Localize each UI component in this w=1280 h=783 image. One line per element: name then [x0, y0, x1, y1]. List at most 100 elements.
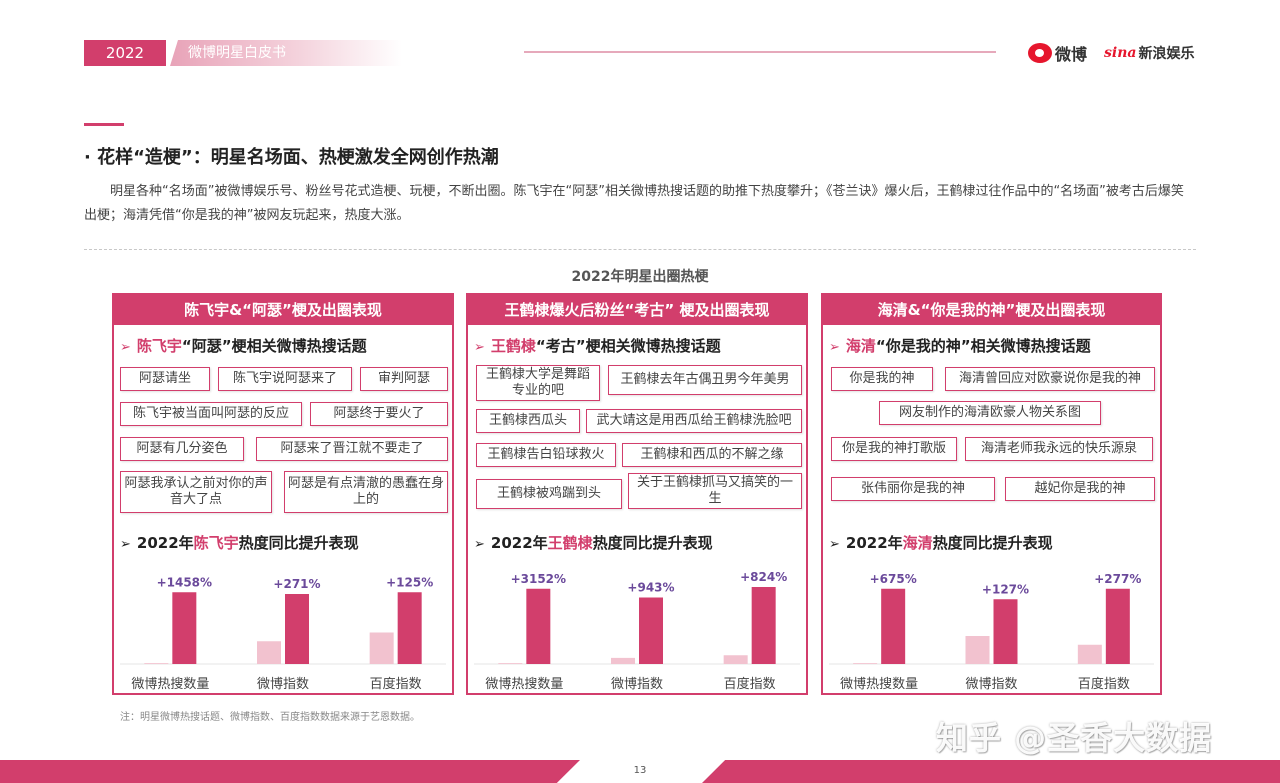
year-badge: 2022: [84, 40, 166, 66]
growth-label: +1458%: [157, 575, 212, 589]
bar-prior-year: [498, 663, 523, 664]
topic-tag: 阿瑟来了晋江就不要走了: [256, 437, 448, 461]
weibo-logo-text: 微博: [1055, 45, 1088, 64]
growth-label: +127%: [982, 582, 1029, 596]
dashed-divider: [84, 249, 1196, 250]
topic-tag: 王鹤棣去年古偶丑男今年美男: [608, 365, 802, 395]
chart-heading-prefix: 2022年: [490, 534, 548, 552]
arrow-icon: ➢: [829, 340, 840, 355]
bar-2022: [751, 587, 776, 664]
topics-heading-text: “阿瑟”梗相关微博热搜话题: [181, 337, 367, 355]
topic-tag: 你是我的神打歌版: [831, 437, 957, 461]
category-label: 微博热搜数量: [131, 677, 209, 692]
footer-band-left: [0, 760, 580, 783]
bar-2022: [397, 592, 422, 664]
star-name: 王鹤棣: [490, 337, 536, 355]
topic-tag: 海清老师我永远的快乐源泉: [965, 437, 1153, 461]
panel-header: 王鹤棣爆火后粉丝“考古” 梗及出圈表现: [468, 295, 806, 325]
arrow-icon: ➢: [120, 340, 131, 355]
bar-prior-year: [723, 655, 748, 664]
bar-2022: [1105, 588, 1130, 664]
panel-wang-hedi: 王鹤棣爆火后粉丝“考古” 梗及出圈表现 ➢ 王鹤棣“考古”梗相关微博热搜话题 王鹤…: [466, 293, 808, 695]
bar-prior-year: [965, 636, 990, 664]
bar-2022: [639, 597, 663, 664]
topic-tag: 你是我的神: [831, 367, 933, 391]
chart-heading-prefix: 2022年: [845, 534, 903, 552]
growth-label: +125%: [386, 575, 433, 589]
topic-tag: 陈飞宇说阿瑟来了: [218, 367, 352, 391]
star-name: 陈飞宇: [193, 534, 239, 552]
topic-tag: 阿瑟有几分姿色: [120, 437, 244, 461]
chart-heading: ➢ 2022年陈飞宇热度同比提升表现: [120, 532, 359, 553]
star-name: 王鹤棣: [547, 534, 593, 552]
star-name: 海清: [845, 337, 876, 355]
category-label: 微博指数: [965, 677, 1017, 692]
topic-tag: 陈飞宇被当面叫阿瑟的反应: [120, 402, 302, 426]
topic-tag: 王鹤棣西瓜头: [476, 409, 580, 433]
topic-tag: 武大靖这是用西瓜给王鹤棣洗脸吧: [586, 409, 802, 433]
topic-tag: 网友制作的海清欧豪人物关系图: [879, 401, 1101, 425]
panel-chen-feiyu: 陈飞宇&“阿瑟”梗及出圈表现 ➢ 陈飞宇“阿瑟”梗相关微博热搜话题 阿瑟请坐 陈飞…: [112, 293, 454, 695]
growth-label: +824%: [740, 570, 787, 584]
topics-heading-text: “考古”梗相关微博热搜话题: [535, 337, 721, 355]
bar-prior-year: [144, 663, 169, 664]
sina-logo-text: sina: [1104, 45, 1137, 61]
section-intro: 明星各种“名场面”被微博娱乐号、粉丝号花式造梗、玩梗，不断出圈。陈飞宇在“阿瑟”…: [84, 184, 1184, 223]
weibo-logo: 微博: [1028, 40, 1087, 66]
sina-ent-logo-text: 新浪娱乐: [1138, 46, 1195, 62]
bar-prior-year: [369, 632, 394, 664]
growth-label: +943%: [627, 581, 674, 595]
growth-bar-chart: +1458% 微博热搜数量 +271% 微博指数 +125% 百度指数: [120, 575, 446, 692]
bar-prior-year: [611, 657, 635, 664]
topic-tag: 阿瑟我承认之前对你的声音大了点: [120, 471, 272, 513]
growth-label: +271%: [273, 577, 320, 591]
bar-2022: [993, 599, 1018, 664]
growth-bar-chart: +3152% 微博热搜数量 +943% 微博指数 +824% 百度指数: [474, 570, 800, 692]
bar-prior-year: [853, 663, 878, 664]
report-title: 微博明星白皮书: [170, 40, 402, 66]
star-name: 海清: [902, 534, 933, 552]
panel-hai-qing: 海清&“你是我的神”梗及出圈表现 ➢ 海清“你是我的神”相关微博热搜话题 你是我的…: [821, 293, 1162, 695]
footnote: 注：明星微博热搜话题、微博指数、百度指数数据来源于艺恩数据。: [120, 712, 420, 723]
topic-tag: 张伟丽你是我的神: [831, 477, 995, 501]
growth-label: +277%: [1094, 572, 1141, 586]
category-label: 微博指数: [611, 677, 663, 692]
weibo-eye-icon: [1028, 43, 1052, 63]
arrow-icon: ➢: [474, 537, 485, 552]
growth-label: +3152%: [511, 572, 566, 586]
topic-tag: 王鹤棣告白铅球救火: [476, 443, 616, 467]
topics-heading: ➢ 海清“你是我的神”相关微博热搜话题: [829, 335, 1091, 356]
topic-tag: 王鹤棣和西瓜的不解之缘: [622, 443, 802, 467]
arrow-icon: ➢: [474, 340, 485, 355]
topic-tag: 关于王鹤棣抓马又搞笑的一生: [628, 473, 802, 509]
topic-tag: 海清曾回应对欧豪说你是我的神: [945, 367, 1155, 391]
bar-2022: [526, 588, 551, 664]
figure-title: 2022年明星出圈热梗: [571, 269, 709, 285]
chart-heading-suffix: 热度同比提升表现: [238, 534, 359, 552]
footer-band-right: [702, 760, 1280, 783]
category-label: 微博指数: [257, 677, 309, 692]
topic-tag: 阿瑟是有点清澈的愚蠢在身上的: [284, 471, 448, 513]
star-name: 陈飞宇: [136, 337, 182, 355]
bar-prior-year: [257, 641, 281, 664]
sina-ent-logo: sina 新浪娱乐: [1104, 40, 1194, 66]
category-label: 微博热搜数量: [485, 677, 563, 692]
bar-2022: [881, 588, 906, 664]
category-label: 百度指数: [370, 676, 422, 692]
topic-tag: 审判阿瑟: [360, 367, 448, 391]
bar-2022: [172, 592, 197, 664]
category-label: 百度指数: [724, 676, 776, 692]
arrow-icon: ➢: [829, 537, 840, 552]
watermark: 知乎 @圣香大数据: [936, 719, 1213, 757]
arrow-icon: ➢: [120, 537, 131, 552]
panel-header: 陈飞宇&“阿瑟”梗及出圈表现: [114, 295, 452, 325]
growth-bar-chart: +675% 微博热搜数量 +127% 微博指数 +277% 百度指数: [829, 572, 1154, 692]
category-label: 微博热搜数量: [840, 677, 918, 692]
section-accent-bar: [84, 123, 124, 126]
chart-heading: ➢ 2022年海清热度同比提升表现: [829, 532, 1053, 553]
bar-prior-year: [1077, 644, 1102, 664]
chart-heading-prefix: 2022年: [136, 534, 194, 552]
topic-tag: 王鹤棣大学是舞蹈专业的吧: [476, 365, 600, 401]
topics-heading-text: “你是我的神”相关微博热搜话题: [875, 337, 1091, 355]
panel-header: 海清&“你是我的神”梗及出圈表现: [823, 295, 1160, 325]
